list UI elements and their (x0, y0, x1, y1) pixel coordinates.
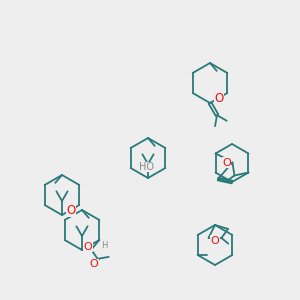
Text: O: O (89, 259, 98, 269)
Text: H: H (101, 241, 107, 250)
Text: O: O (214, 92, 224, 105)
Text: HO: HO (139, 162, 154, 172)
Text: O: O (222, 158, 231, 167)
Text: O: O (67, 204, 76, 217)
Text: O: O (211, 236, 219, 246)
Text: O: O (84, 242, 93, 252)
